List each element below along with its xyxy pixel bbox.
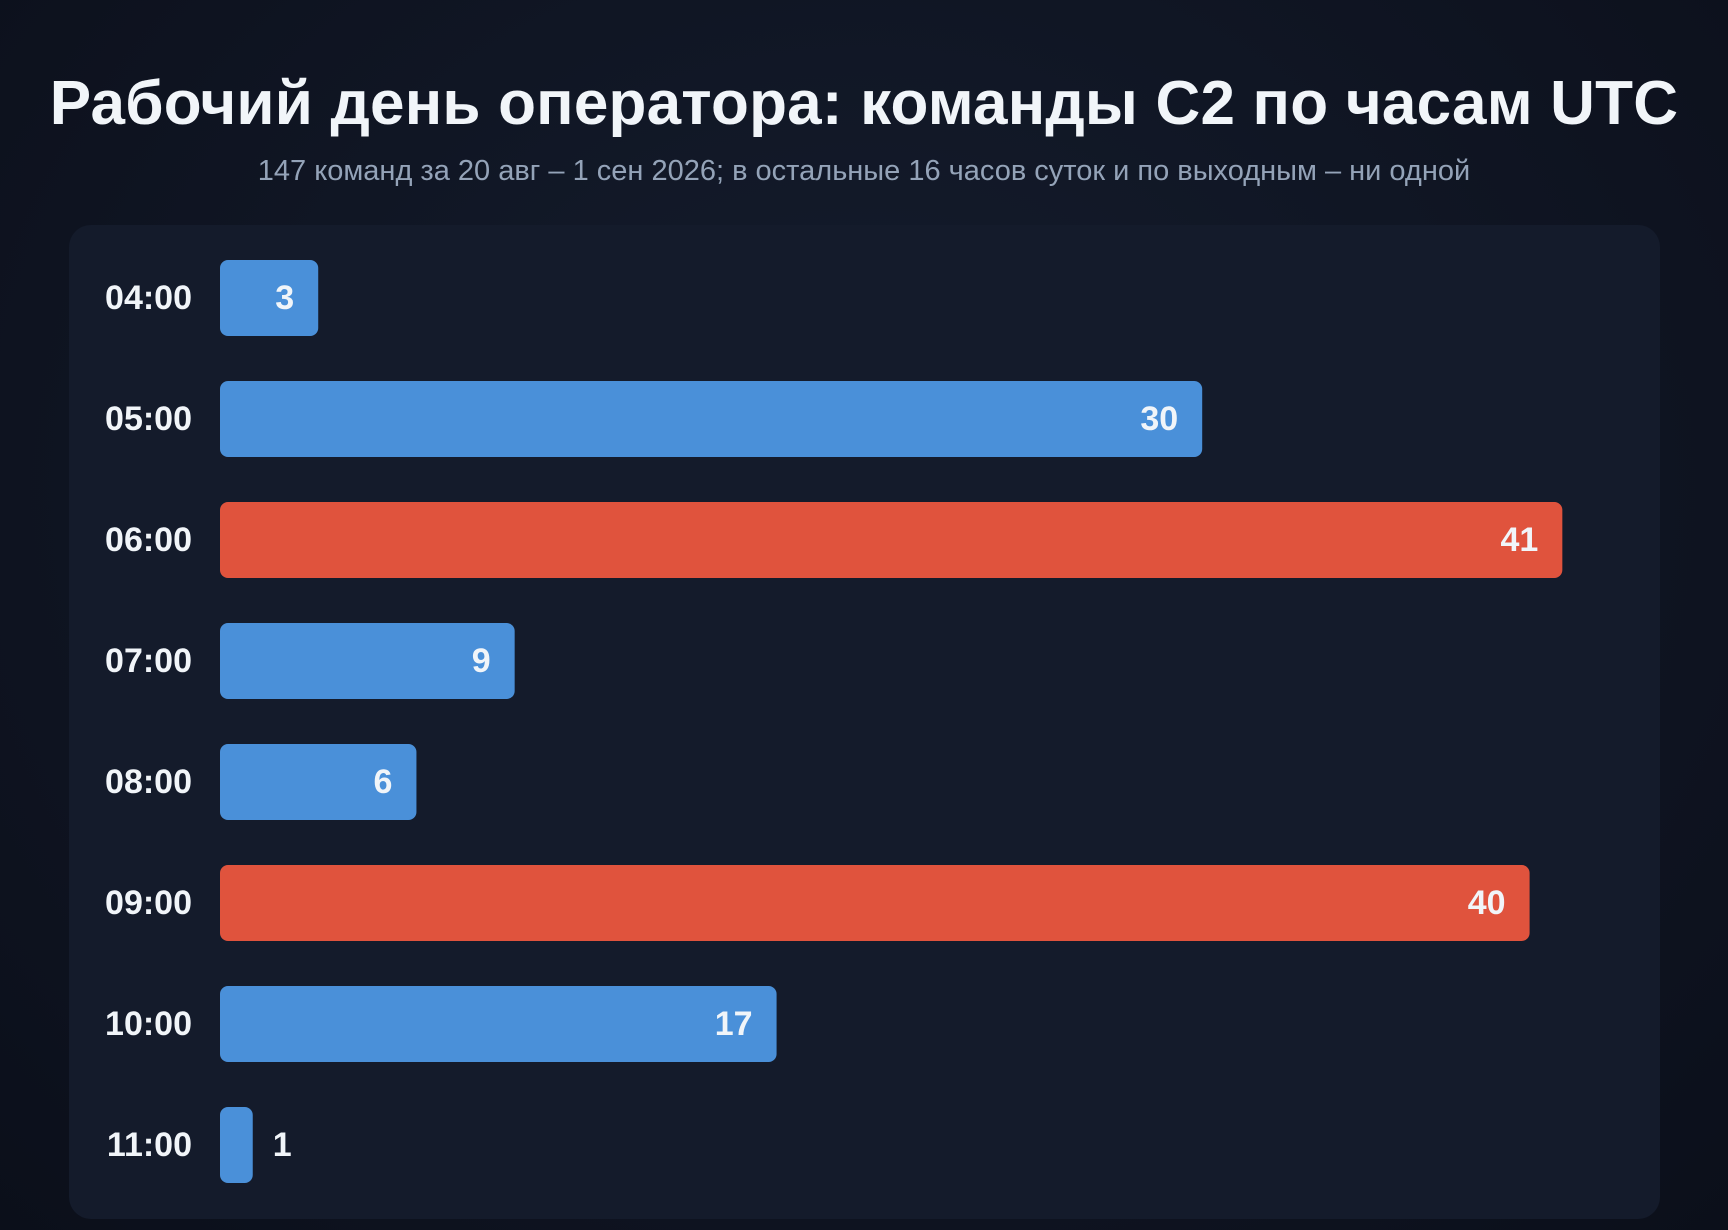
value-label-0900: 40 (1468, 884, 1506, 922)
bar-1100 (220, 1107, 253, 1183)
value-label-1100: 1 (273, 1126, 292, 1164)
value-label-0400: 3 (275, 279, 294, 317)
category-label-1100: 11:00 (107, 1126, 192, 1164)
bar-0600 (220, 502, 1563, 578)
value-label-0600: 41 (1501, 521, 1539, 559)
bar-0800 (220, 744, 417, 820)
bar-1000 (220, 986, 777, 1062)
value-label-1000: 17 (715, 1005, 753, 1043)
value-label-0500: 30 (1140, 400, 1178, 438)
bar-chart: 04:00 3 05:00 30 06:00 41 07:00 9 08:00 6 09:00 40 1… (105, 260, 1563, 1183)
bar-0900 (220, 865, 1530, 941)
category-label-0800: 08:00 (105, 763, 192, 801)
category-label-0500: 05:00 (105, 400, 192, 438)
chart-panel: 04:00 3 05:00 30 06:00 41 07:00 9 08:00 6 09:00 40 1… (69, 225, 1660, 1219)
bar-0500 (220, 381, 1203, 457)
category-label-0600: 06:00 (105, 521, 192, 559)
page-subtitle: 147 команд за 20 авг – 1 сен 2026; в ост… (257, 155, 1471, 187)
value-label-0700: 9 (472, 642, 491, 680)
value-label-0800: 6 (374, 763, 393, 801)
category-label-1000: 10:00 (105, 1005, 192, 1043)
bar-0700 (220, 623, 515, 699)
bar-0400 (220, 260, 319, 336)
page-title: Рабочий день оператора: команды C2 по ча… (49, 69, 1679, 138)
category-label-0900: 09:00 (105, 884, 192, 922)
category-label-0700: 07:00 (105, 642, 192, 680)
category-label-0400: 04:00 (105, 279, 192, 317)
